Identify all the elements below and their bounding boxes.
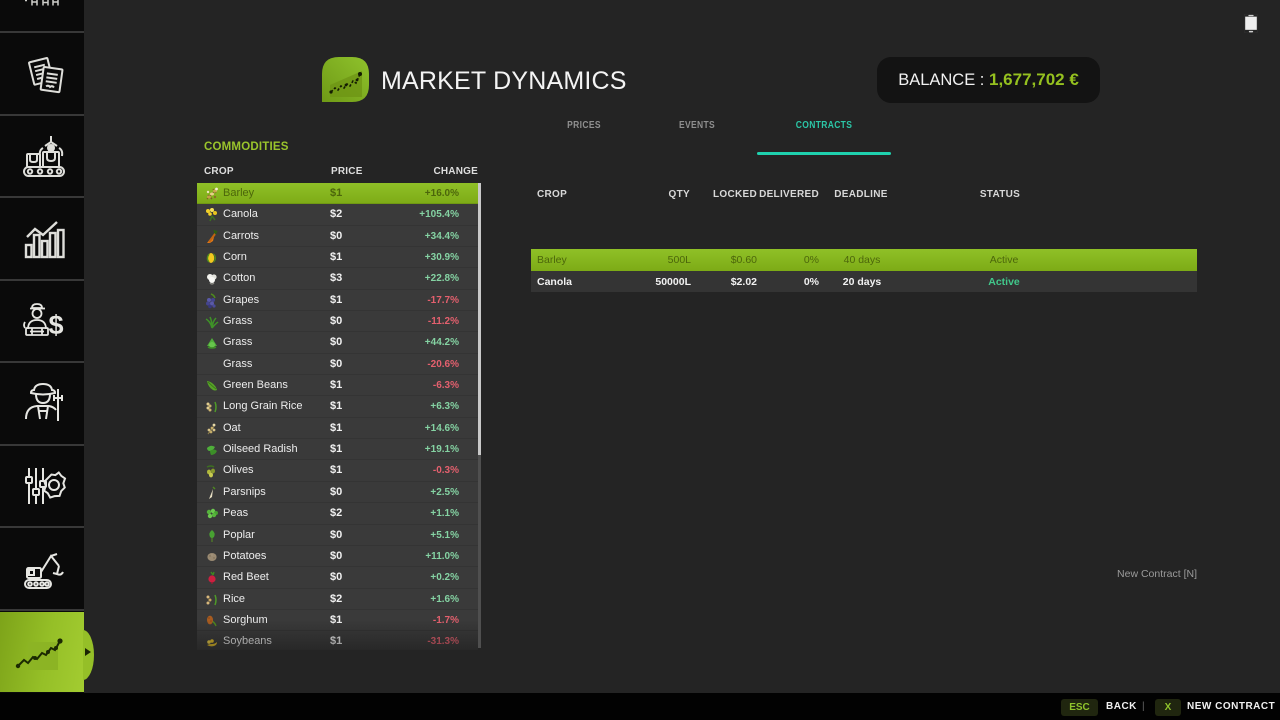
svg-text:$: $ bbox=[48, 310, 63, 340]
